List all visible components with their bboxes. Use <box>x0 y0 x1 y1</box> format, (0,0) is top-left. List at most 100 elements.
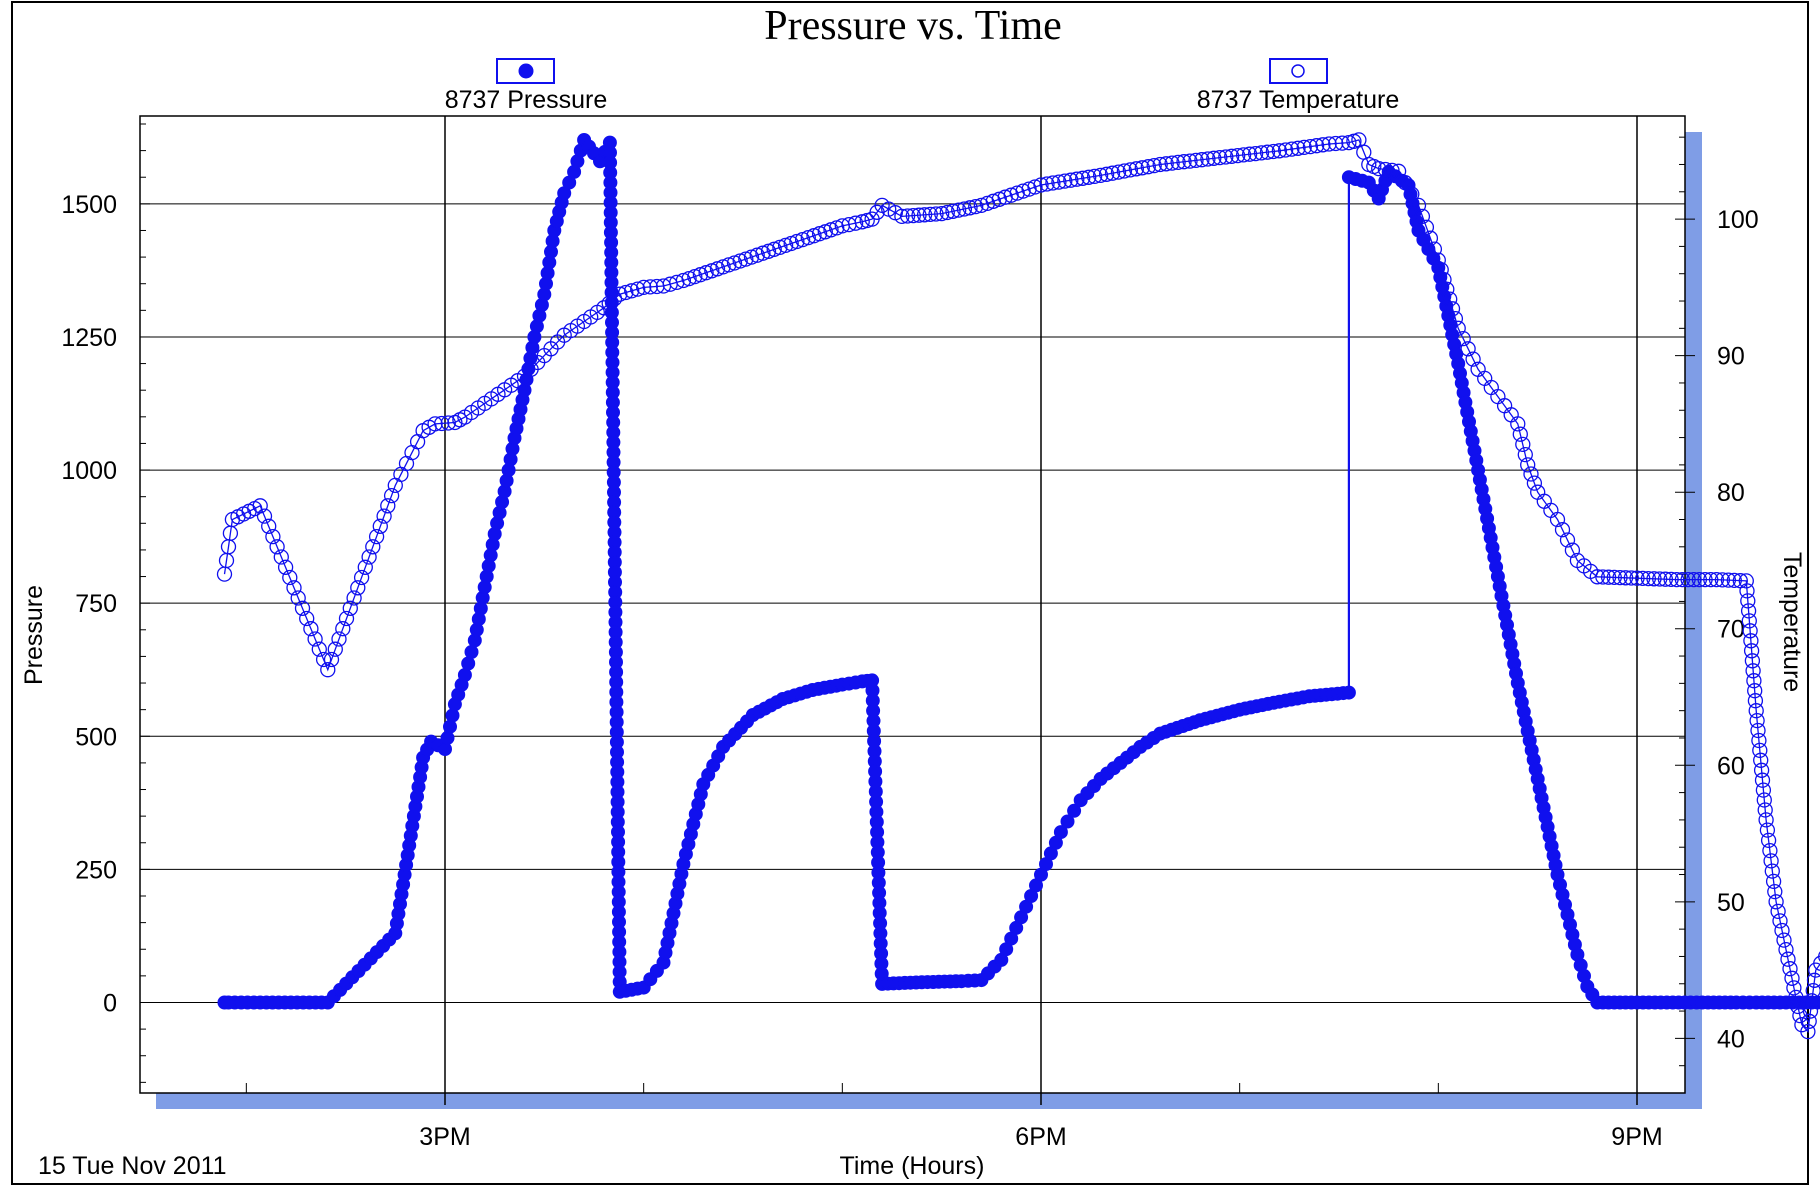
temperature-point <box>1045 175 1061 191</box>
temperature-point <box>1774 922 1790 939</box>
temperature-point <box>252 498 268 514</box>
temperature-point <box>1520 457 1536 473</box>
temperature-point <box>1759 822 1776 838</box>
temperature-point <box>905 207 921 224</box>
temperature-point <box>1206 150 1222 166</box>
temperature-point <box>1744 653 1761 669</box>
temperature-point <box>1617 570 1634 586</box>
temperature-point <box>1110 164 1127 180</box>
temperature-point <box>1290 140 1306 156</box>
temperature-point <box>1277 142 1294 158</box>
temperature-point <box>1081 169 1097 185</box>
temperature-point <box>1703 571 1719 588</box>
temperature-point <box>1444 301 1461 317</box>
temperature-point <box>624 283 640 299</box>
temperature-point <box>1158 156 1174 172</box>
temperature-point <box>911 207 927 223</box>
temperature-point <box>601 295 617 311</box>
temperature-point <box>434 415 450 432</box>
y2-tick-label: 90 <box>1717 343 1745 371</box>
temperature-point <box>1818 951 1820 962</box>
temperature-point <box>1750 722 1766 739</box>
temperature-point <box>618 284 634 301</box>
temperature-point <box>1640 570 1657 587</box>
temperature-point <box>1745 663 1761 679</box>
temperature-point <box>1510 416 1526 432</box>
temperature-point <box>1805 982 1820 999</box>
temperature-point <box>1740 593 1756 609</box>
temperature-point <box>1422 230 1439 246</box>
temperature-point <box>1629 570 1645 586</box>
temperature-point <box>357 559 373 575</box>
temperature-point <box>922 206 938 223</box>
temperature-point <box>1069 171 1085 187</box>
temperature-point <box>327 641 343 657</box>
temperature-point <box>1792 1007 1808 1024</box>
x-tick-label: 9PM <box>1611 1123 1662 1151</box>
temperature-point <box>1772 913 1788 929</box>
temperature-point <box>1027 179 1043 195</box>
temperature-point <box>440 415 456 431</box>
temperature-point <box>261 518 277 534</box>
temperature-point <box>1746 673 1762 689</box>
temperature-point <box>1743 633 1759 649</box>
temperature-point <box>1669 571 1685 588</box>
temperature-point <box>1075 170 1091 186</box>
y2-axis-label: Temperature <box>1778 552 1806 692</box>
temperature-point <box>1782 961 1798 977</box>
temperature-point <box>1515 436 1531 453</box>
temperature-point <box>1321 136 1337 152</box>
temperature-point <box>1384 162 1400 179</box>
temperature-point <box>1757 802 1773 818</box>
temperature-point <box>1740 603 1757 619</box>
temperature-point <box>1770 903 1786 920</box>
temperature-point <box>320 662 336 678</box>
temperature-point <box>1182 153 1198 169</box>
temperature-point <box>1743 643 1760 659</box>
temperature-point <box>1460 341 1476 357</box>
temperature-point <box>1780 951 1796 967</box>
temperature-point <box>1813 955 1820 971</box>
temperature-point <box>427 416 443 432</box>
temperature-point <box>1039 176 1055 192</box>
y-tick-label: 500 <box>75 723 117 751</box>
temperature-point <box>899 208 916 224</box>
temperature-point <box>376 508 392 524</box>
temperature-point <box>273 549 289 565</box>
temperature-point <box>1751 732 1767 749</box>
temperature-point <box>1397 175 1413 191</box>
x-tick-label: 3PM <box>419 1123 470 1151</box>
temperature-point <box>1808 962 1820 978</box>
temperature-point <box>1652 571 1668 587</box>
temperature-point <box>1447 310 1464 327</box>
y2-tick-label: 40 <box>1717 1025 1745 1053</box>
temperature-point <box>290 590 306 606</box>
temperature-point <box>916 207 933 223</box>
temperature-point <box>282 569 298 586</box>
temperature-point <box>1414 208 1431 225</box>
temperature-point <box>346 590 362 606</box>
temperature-point <box>1748 703 1764 719</box>
temperature-point <box>372 518 388 534</box>
temperature-point <box>1512 426 1528 442</box>
temperature-point <box>630 281 646 297</box>
temperature-point <box>335 621 351 637</box>
temperature-point <box>1762 842 1778 859</box>
temperature-point <box>1714 572 1731 588</box>
temperature-point <box>1801 1013 1817 1029</box>
legend-temperature-marker <box>1291 64 1305 78</box>
temperature-point <box>1800 1023 1816 1040</box>
temperature-point <box>956 201 973 217</box>
temperature-point <box>1200 151 1216 167</box>
temperature-point <box>1284 141 1300 157</box>
temperature-point <box>1164 155 1180 171</box>
temperature-point <box>1241 146 1258 162</box>
legend-temperature-label: 8737 Temperature <box>1197 86 1399 114</box>
legend-pressure-label: 8737 Pressure <box>445 86 608 114</box>
temperature-point <box>256 508 273 524</box>
temperature-point <box>1612 569 1628 586</box>
temperature-point <box>342 600 358 616</box>
temperature-point <box>1176 154 1192 170</box>
temperature-point <box>1218 149 1234 165</box>
